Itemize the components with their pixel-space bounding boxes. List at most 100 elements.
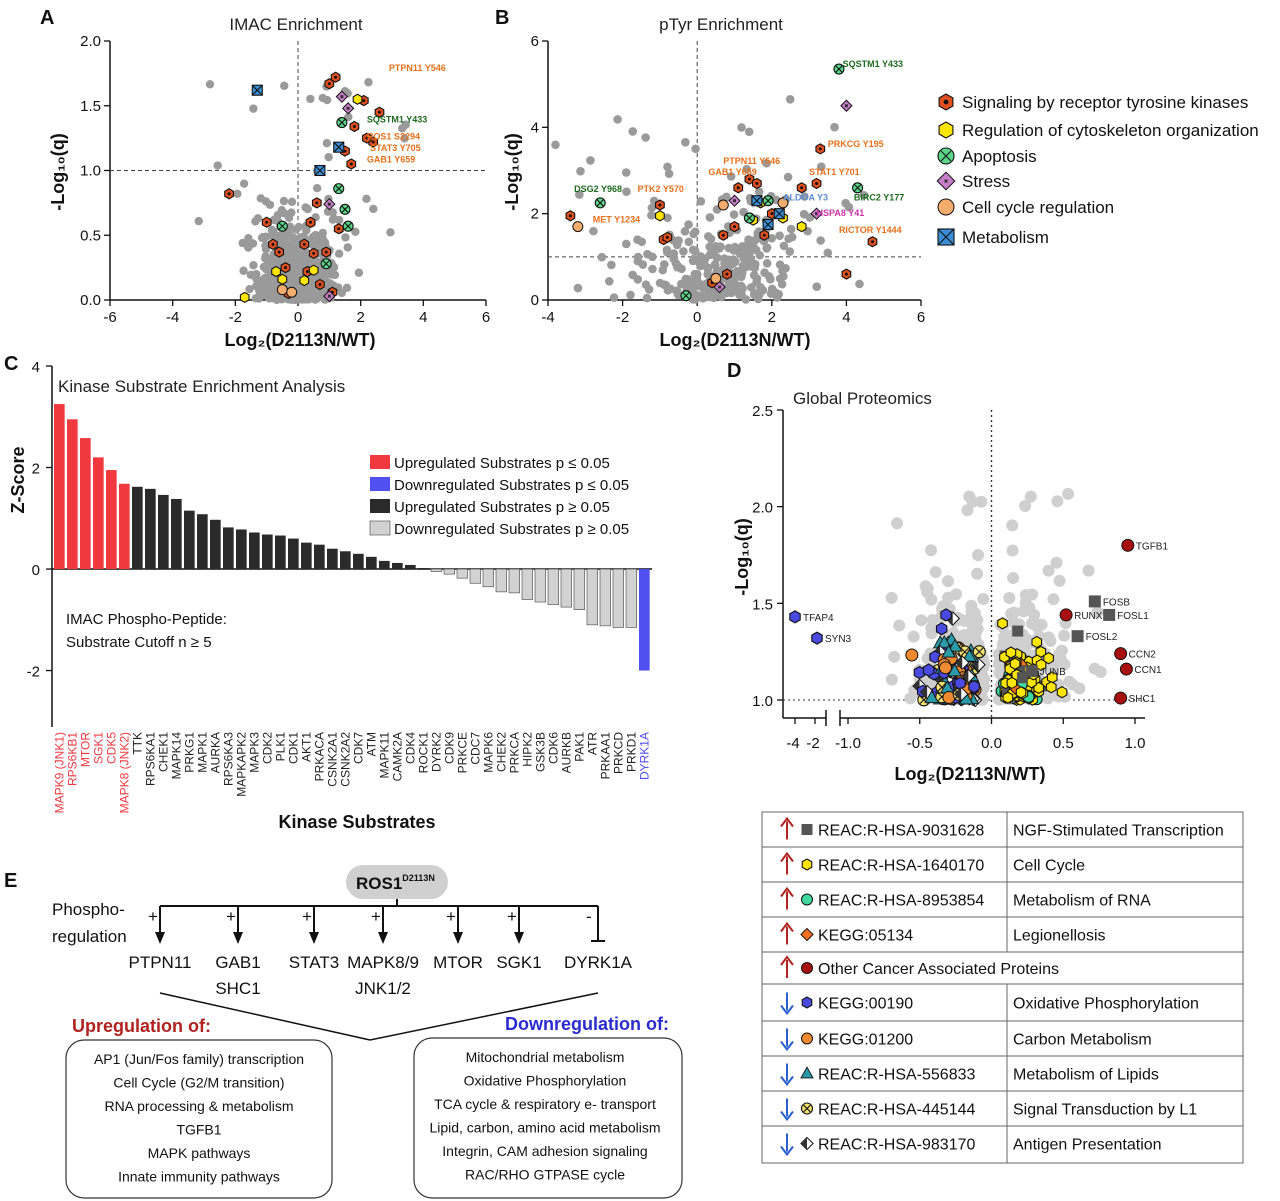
x-tick-label: -2: [616, 309, 629, 326]
data-point: [888, 650, 901, 663]
point-annotation: PRKCG Y195: [828, 139, 884, 149]
data-point: [265, 200, 275, 209]
labeled-point-ngf: [1088, 595, 1101, 608]
data-point: [661, 280, 671, 290]
data-point: [688, 245, 698, 255]
highlight-point-rtk-dot: [349, 162, 353, 166]
data-point: [251, 217, 260, 226]
bar-label: AURKB: [559, 732, 573, 773]
data-point: [622, 187, 631, 196]
highlight-point-rtk-dot: [770, 212, 774, 216]
panel-b-title: pTyr Enrichment: [659, 15, 783, 34]
arrow-head: [780, 1110, 794, 1122]
kinase-legend-swatch: [370, 499, 390, 513]
data-point: [775, 274, 785, 283]
data-point: [767, 233, 776, 243]
x-tick-label: 0: [294, 309, 302, 326]
data-point: [597, 252, 607, 262]
data-point: [1019, 500, 1032, 513]
data-point: [1063, 675, 1076, 688]
y-tick-label: -2: [27, 664, 40, 681]
data-point: [254, 279, 263, 289]
pathway-name: Signal Transduction by L1: [1013, 1102, 1197, 1119]
data-point: [644, 285, 654, 294]
data-point: [859, 190, 869, 200]
bar-MAPK9 (JNK1): [54, 404, 65, 570]
panel-d-plot: -4 -2 -1.0 -0.5 0.0 0.5 1.0 1.0 1.5 2.0 2.5 TFAP4 SY…: [752, 403, 1168, 752]
data-point: [975, 495, 988, 508]
data-point: [760, 268, 769, 278]
sign-label: +: [302, 907, 312, 926]
data-point: [322, 95, 332, 105]
legend-label: Stress: [962, 172, 1010, 191]
labeled-point-oxphos: [811, 631, 823, 645]
y-tick-label: 4: [32, 359, 40, 376]
point-antigen-half: [920, 685, 928, 699]
data-point: [1044, 635, 1057, 648]
table-marker-ngf: [801, 824, 813, 835]
bar-label: CDK4: [403, 732, 417, 764]
bar-CDK1: [288, 538, 299, 570]
data-point: [691, 144, 700, 154]
up-arrow-icon: [780, 886, 794, 910]
gene-label: RUNX1: [1074, 611, 1108, 622]
bar-label: PRKCE: [455, 732, 469, 773]
highlight-point-rtk-dot: [818, 147, 822, 151]
data-point: [800, 192, 809, 201]
data-point: [799, 209, 809, 219]
data-point: [679, 247, 688, 256]
data-point: [1082, 564, 1095, 577]
point-antigen-half: [955, 655, 963, 670]
panel-b-plot: -4 -2 0 2 4 6 0 2 4 6 SQSTM1 Y433 PRKCG Y195 PTPN11 …: [531, 33, 926, 326]
data-point: [724, 243, 734, 253]
bar-label: DYRK1A: [637, 732, 651, 780]
pathway-name: Antigen Presentation: [1013, 1137, 1162, 1154]
data-point: [265, 294, 274, 303]
bar-label: CDK2: [260, 732, 274, 764]
bar-PAK1: [573, 568, 585, 610]
data-point: [397, 124, 407, 133]
sign-label: +: [371, 907, 381, 926]
data-point: [277, 206, 286, 215]
point-cycle: [1035, 658, 1047, 671]
data-point: [663, 248, 672, 257]
y-tick-label: 0: [531, 292, 539, 309]
highlight-point-cytoskeleton: [277, 273, 288, 285]
bar-label: PLK1: [273, 732, 287, 762]
highlight-point-apoptosis-x: [854, 184, 862, 192]
down-arrow-icon: [780, 1098, 794, 1122]
bar-CDK7: [353, 553, 364, 570]
bar-MAPK8 (JNK2): [119, 483, 130, 570]
highlight-point-cellcycle: [710, 272, 722, 284]
data-point: [344, 112, 353, 122]
y-tick-label: 0.0: [80, 292, 101, 309]
panel-e: E ROS1D2113N Phospho- regulation + PTPN11…: [4, 865, 683, 1199]
bar-CHEK2: [495, 568, 507, 593]
data-point: [689, 254, 698, 264]
data-point: [737, 268, 747, 278]
highlight-point-metabolism-x: [751, 195, 763, 207]
data-point: [287, 208, 296, 217]
bar-CDK9: [443, 568, 455, 575]
data-point: [783, 172, 793, 182]
highlight-point-rtk-dot: [283, 266, 287, 270]
data-point: [663, 162, 672, 172]
panel-d-title: Global Proteomics: [793, 389, 932, 408]
bar-AURKA: [210, 519, 221, 570]
bar-MAPK11: [379, 560, 390, 570]
x-tick-label: 6: [917, 309, 925, 326]
data-point: [841, 198, 850, 208]
bar-PRKCE: [456, 568, 468, 579]
data-point: [324, 152, 333, 162]
bar-AURKB: [560, 568, 572, 608]
data-point: [742, 164, 752, 174]
up-box: [65, 1039, 333, 1199]
data-point: [386, 228, 395, 237]
data-point: [285, 255, 294, 264]
labeled-point-ngf: [1025, 665, 1038, 677]
highlight-point-cellcycle: [777, 197, 789, 209]
bar-label: CDK1: [286, 732, 300, 764]
gene-label: SYN3: [825, 634, 852, 645]
x-tick-label: 1.0: [1125, 735, 1146, 752]
